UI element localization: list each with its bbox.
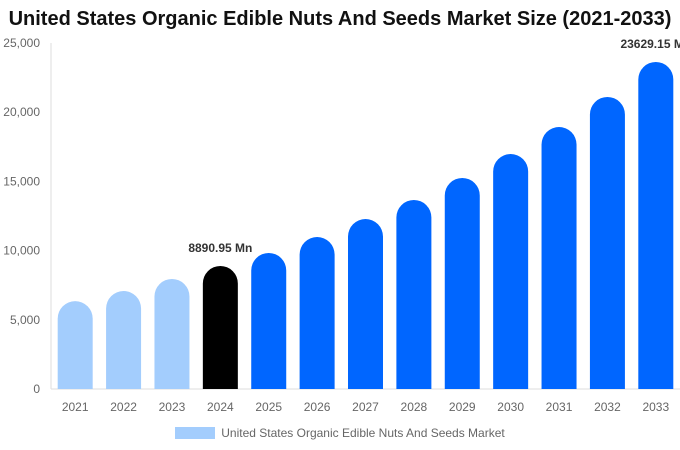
bar-2021 — [57, 301, 93, 389]
bar-2032 — [589, 96, 625, 389]
x-tick-label: 2032 — [594, 400, 621, 414]
bar-2026 — [299, 237, 335, 389]
x-tick-label: 2027 — [352, 400, 379, 414]
legend[interactable]: United States Organic Edible Nuts And Se… — [0, 426, 680, 440]
bar-2030 — [493, 153, 529, 389]
legend-label: United States Organic Edible Nuts And Se… — [221, 426, 505, 440]
y-tick-label: 5,000 — [10, 313, 40, 327]
y-tick-label: 25,000 — [3, 36, 40, 50]
bar-2029 — [444, 177, 480, 389]
x-tick-label: 2028 — [401, 400, 428, 414]
y-tick-label: 20,000 — [3, 105, 40, 119]
bar-2033 — [638, 61, 674, 389]
x-tick-label: 2022 — [110, 400, 137, 414]
y-tick-label: 15,000 — [3, 174, 40, 188]
x-tick-label: 2021 — [62, 400, 89, 414]
bar-2028 — [396, 199, 432, 389]
x-tick-label: 2033 — [642, 400, 669, 414]
bar-2027 — [348, 219, 383, 389]
data-label-2024: 8890.95 Mn — [188, 241, 252, 255]
legend-swatch — [175, 427, 216, 439]
x-tick-label: 2026 — [304, 400, 331, 414]
y-tick-label: 10,000 — [3, 244, 40, 258]
bar-2024 — [202, 265, 238, 389]
bar-2023 — [154, 278, 190, 389]
x-tick-label: 2029 — [449, 400, 476, 414]
y-tick-label: 0 — [33, 382, 40, 396]
x-tick-label: 2031 — [546, 400, 573, 414]
bar-2031 — [541, 127, 577, 390]
data-label-2033: 23629.15 Mn — [620, 37, 680, 51]
x-tick-label: 2025 — [255, 400, 282, 414]
bar-2022 — [106, 291, 142, 389]
x-tick-label: 2030 — [497, 400, 524, 414]
chart-title: United States Organic Edible Nuts And Se… — [8, 8, 672, 30]
bar-2025 — [251, 252, 287, 389]
x-tick-label: 2023 — [159, 400, 186, 414]
x-tick-label: 2024 — [207, 400, 234, 414]
